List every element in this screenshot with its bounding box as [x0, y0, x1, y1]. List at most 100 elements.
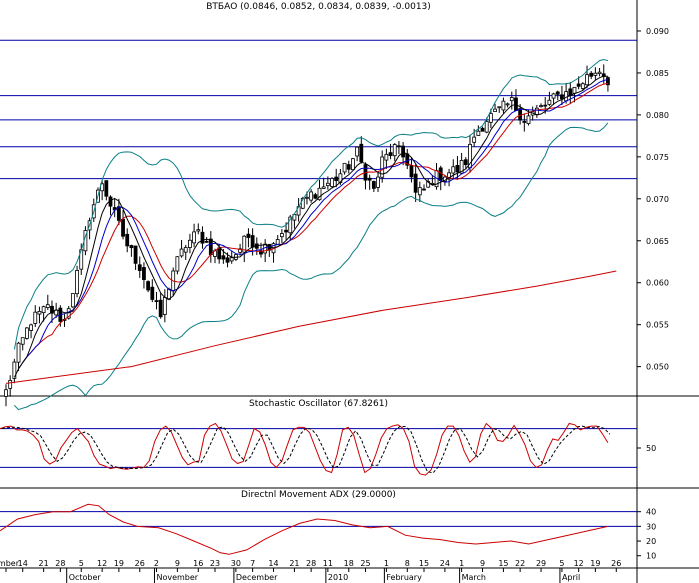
candle-body — [225, 257, 230, 263]
candle-body — [162, 297, 167, 315]
candle-body — [20, 337, 25, 345]
candle-body — [50, 305, 54, 314]
candle-body — [125, 233, 130, 247]
candle-body — [137, 264, 142, 271]
y-tick-label: 20 — [646, 537, 656, 546]
stochastic-d-line — [1, 425, 611, 474]
x-tick-label: 21 — [39, 559, 49, 568]
y-tick-label: 0.080 — [646, 111, 669, 120]
moving-average-red — [22, 82, 608, 363]
candle-body — [551, 93, 556, 99]
moving-average-blue — [18, 78, 609, 370]
long-moving-average-line — [5, 270, 617, 384]
candle-body — [188, 239, 192, 248]
month-label: April — [562, 573, 580, 582]
x-tick-label: 15 — [419, 559, 429, 568]
candle-body — [589, 72, 594, 77]
candle-body — [488, 113, 493, 123]
candle-body — [522, 121, 527, 123]
candle-body — [438, 167, 443, 181]
adx-panel-title: Directnl Movement ADX (29.0000) — [241, 490, 396, 500]
candle-body — [158, 299, 163, 318]
stochastic-panel-title: Stochastic Oscillator (67.8261) — [248, 399, 389, 409]
candle-body — [104, 180, 109, 197]
candle-body — [284, 229, 288, 233]
candle-body — [37, 311, 42, 315]
candle-body — [279, 233, 284, 238]
candle-body — [417, 187, 422, 196]
candle-body — [200, 231, 205, 244]
candle-body — [330, 178, 334, 187]
candle-body — [334, 176, 339, 182]
candle-body — [29, 324, 33, 331]
candle-body — [392, 144, 397, 157]
y-tick-label: 0.075 — [646, 153, 669, 162]
candle-body — [12, 361, 17, 379]
x-tick-label: 21 — [289, 559, 299, 568]
candle-body — [229, 257, 234, 262]
candle-body — [459, 159, 464, 174]
candle-body — [422, 188, 426, 191]
y-tick-label: 0.060 — [646, 279, 669, 288]
candle-body — [150, 286, 155, 300]
candle-body — [8, 380, 13, 389]
x-tick-label: 14 — [268, 559, 278, 568]
x-tick-label: 14 — [18, 559, 28, 568]
candle-body — [384, 153, 389, 161]
month-label: October — [69, 573, 102, 582]
candle-body — [388, 152, 393, 156]
x-tick-label: 25 — [360, 559, 370, 568]
x-tick-label: 8 — [405, 559, 410, 568]
candle-body — [505, 103, 510, 106]
x-tick-label: 9 — [480, 559, 485, 568]
candle-body — [129, 245, 134, 249]
candle-body — [342, 162, 347, 173]
candle-body — [146, 281, 151, 291]
moving-average-black — [13, 75, 608, 378]
candle-body — [196, 229, 201, 232]
candle-body — [555, 91, 560, 95]
candle-body — [66, 308, 71, 319]
candle-body — [484, 121, 489, 133]
candle-body — [401, 145, 406, 158]
candle-body — [121, 218, 125, 237]
candle-body — [41, 306, 46, 314]
candle-body — [371, 181, 376, 189]
candle-body — [560, 94, 564, 100]
candle-body — [175, 256, 180, 272]
candle-body — [305, 196, 309, 199]
candle-body — [409, 165, 414, 178]
x-tick-label: 28 — [55, 559, 65, 568]
x-tick-label: 29 — [536, 559, 546, 568]
x-tick-label: 16 — [193, 559, 203, 568]
price-panel-title: ВТБАО (0.0846, 0.0852, 0.0834, 0.0839, -… — [206, 2, 431, 12]
candle-body — [580, 83, 585, 89]
candle-body — [16, 342, 21, 363]
x-tick-label: 22 — [515, 559, 525, 568]
candle-body — [585, 74, 589, 86]
candle-body — [133, 245, 138, 264]
x-tick-label: 18 — [344, 559, 354, 568]
candle-body — [480, 127, 485, 132]
candle-body — [54, 309, 59, 316]
candle-body — [359, 143, 364, 163]
candle-body — [313, 194, 318, 199]
candle-body — [116, 206, 121, 221]
x-tick-label: 26 — [135, 559, 145, 568]
bollinger-upper-band — [13, 58, 609, 350]
candle-body — [24, 327, 29, 339]
candle-body — [4, 389, 8, 397]
month-label: 2010 — [328, 573, 348, 582]
candle-body — [572, 86, 577, 94]
x-tick-label: 1 — [459, 559, 464, 568]
candle-body — [380, 156, 385, 178]
x-tick-label: 7 — [250, 559, 255, 568]
x-tick-label: 26 — [611, 559, 621, 568]
candle-body — [451, 166, 456, 174]
candle-body — [576, 83, 581, 87]
x-tick-label: 5 — [559, 559, 564, 568]
candle-body — [455, 165, 460, 173]
x-tick-label: 9 — [175, 559, 180, 568]
candle-body — [192, 231, 197, 244]
y-tick-label: 0.050 — [646, 363, 669, 372]
